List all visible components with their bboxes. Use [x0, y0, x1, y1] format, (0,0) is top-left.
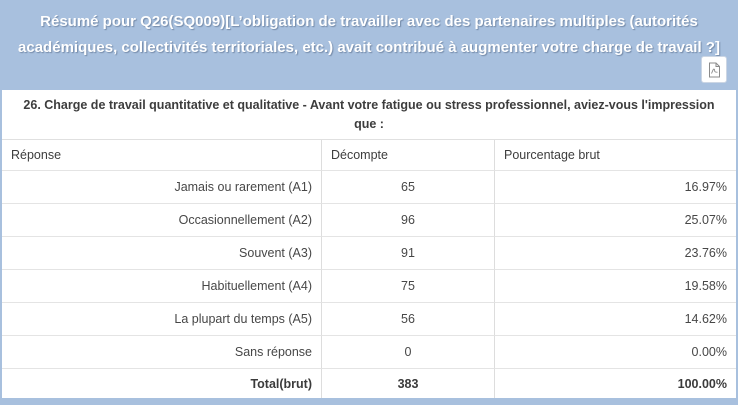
answer-percent: 25.07% — [495, 204, 736, 237]
answer-percent: 16.97% — [495, 171, 736, 204]
answer-count: 75 — [322, 270, 495, 303]
column-header-pourcentage: Pourcentage brut — [495, 140, 736, 171]
total-label: Total(brut) — [2, 369, 322, 398]
answer-count: 65 — [322, 171, 495, 204]
question-text: 26. Charge de travail quantitative et qu… — [2, 90, 736, 140]
answer-count: 56 — [322, 303, 495, 336]
answer-percent: 19.58% — [495, 270, 736, 303]
total-count: 383 — [322, 369, 495, 398]
answer-percent: 23.76% — [495, 237, 736, 270]
answer-label: La plupart du temps (A5) — [2, 303, 322, 336]
answer-label: Sans réponse — [2, 336, 322, 369]
answer-percent: 14.62% — [495, 303, 736, 336]
answer-count: 91 — [322, 237, 495, 270]
answer-label: Jamais ou rarement (A1) — [2, 171, 322, 204]
question-summary-title: Résumé pour Q26(SQ009)[L’obligation de t… — [18, 13, 720, 56]
answer-label: Souvent (A3) — [2, 237, 322, 270]
column-header-decompte: Décompte — [322, 140, 495, 171]
answer-count: 96 — [322, 204, 495, 237]
question-summary-header: Résumé pour Q26(SQ009)[L’obligation de t… — [2, 0, 736, 90]
pdf-file-icon — [708, 62, 721, 78]
total-percent: 100.00% — [495, 369, 736, 398]
answer-label: Habituellement (A4) — [2, 270, 322, 303]
export-pdf-button[interactable] — [701, 56, 727, 83]
answer-label: Occasionnellement (A2) — [2, 204, 322, 237]
column-header-reponse: Réponse — [2, 140, 322, 171]
statistics-table: Réponse Décompte Pourcentage brut Jamais… — [2, 140, 736, 398]
answer-percent: 0.00% — [495, 336, 736, 369]
answer-count: 0 — [322, 336, 495, 369]
